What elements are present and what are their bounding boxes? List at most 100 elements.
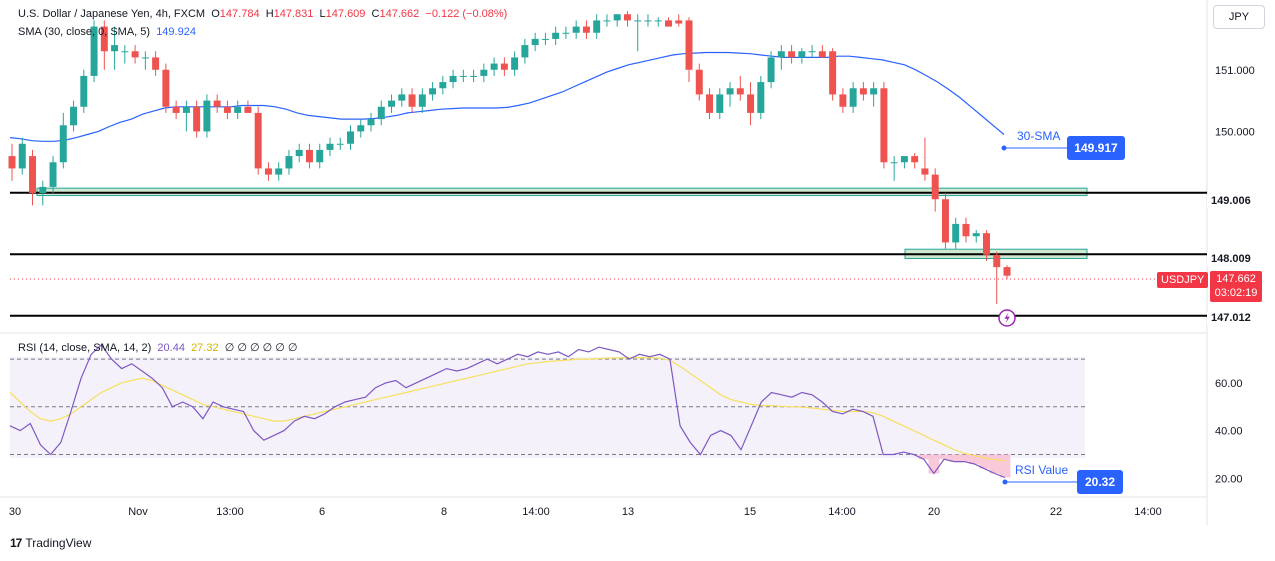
- rsi-axis-tick: 40.00: [1215, 426, 1243, 438]
- level-tag-148: 148.009: [1207, 251, 1255, 267]
- symbol-title[interactable]: U.S. Dollar / Japanese Yen, 4h, FXCM: [18, 8, 206, 20]
- countdown: 03:02:19: [1214, 287, 1258, 299]
- candle-body: [39, 186, 47, 194]
- candle-body: [952, 223, 960, 243]
- candle-body: [1003, 267, 1011, 276]
- candle-body: [8, 156, 16, 169]
- candle-body: [982, 233, 990, 255]
- low-label: L: [319, 8, 326, 20]
- candle-body: [706, 94, 714, 113]
- candle-body: [316, 149, 324, 163]
- candle-body: [716, 94, 724, 113]
- candle-body: [900, 156, 908, 163]
- rsi-legend-value: 20.44: [157, 342, 185, 354]
- change-value: −0.122 (−0.08%): [425, 8, 508, 20]
- symbol-tag: USDJPY: [1157, 272, 1209, 288]
- candle-body: [59, 125, 67, 163]
- candle-body: [593, 20, 601, 33]
- currency-button[interactable]: JPY: [1213, 5, 1265, 29]
- candle-body: [552, 32, 560, 39]
- rsi-ma-line: [9, 356, 1006, 462]
- candle-body: [808, 51, 816, 53]
- rsi-oversold-fill: [918, 454, 1011, 478]
- rsi-annotation-label: RSI Value: [1015, 463, 1069, 477]
- candle-body: [377, 106, 385, 120]
- sma-annotation-dot: [1001, 145, 1007, 151]
- candle-body: [295, 149, 303, 157]
- candle-body: [603, 20, 611, 22]
- sma-legend[interactable]: SMA (30, close, 0, SMA, 5) 149.924: [18, 26, 196, 38]
- candle-body: [418, 94, 426, 107]
- open-value: 147.784: [219, 8, 260, 20]
- candle-layer: [8, 11, 1011, 305]
- high-value: 147.831: [273, 8, 314, 20]
- time-axis-tick: Nov: [128, 506, 148, 518]
- candle-body: [223, 106, 231, 113]
- candle-body: [152, 57, 160, 70]
- candle-body: [121, 51, 129, 53]
- lightning-icon-bolt: [1004, 312, 1010, 324]
- candle-body: [582, 26, 590, 33]
- candle-body: [480, 69, 488, 76]
- candle-body: [326, 143, 334, 150]
- price-axis-tick: 151.000: [1215, 65, 1255, 77]
- candle-body: [777, 51, 785, 58]
- candle-body: [254, 112, 262, 169]
- candle-body: [839, 94, 847, 107]
- candle-body: [470, 75, 478, 77]
- candle-body: [531, 38, 539, 46]
- candle-body: [49, 162, 57, 187]
- axis-layer: 151.000 150.000 60.00 40.00 20.00 30 Nov 13:00 6…: [9, 65, 1255, 518]
- candle-body: [634, 20, 642, 22]
- candle-body: [347, 131, 354, 144]
- candle-body: [439, 82, 447, 89]
- candle-body: [644, 20, 652, 22]
- tradingview-brand[interactable]: 17 TradingView: [10, 536, 91, 550]
- rsi-axis-tick: 60.00: [1215, 378, 1243, 390]
- candle-body: [572, 26, 580, 33]
- time-axis-tick: 13: [622, 506, 634, 518]
- candle-body: [162, 69, 170, 107]
- candle-body: [736, 88, 744, 95]
- rsi-annotation-box: 20.32: [1077, 470, 1123, 494]
- candle-body: [90, 26, 98, 76]
- candle-body: [111, 45, 119, 52]
- candle-body: [675, 20, 683, 24]
- level-tag-149: 149.006: [1207, 193, 1255, 209]
- candle-body: [367, 119, 375, 126]
- candle-body: [654, 20, 662, 22]
- candle-body: [234, 106, 242, 113]
- candle-body: [665, 20, 672, 27]
- candle-body: [18, 143, 26, 169]
- time-axis-tick: 15: [744, 506, 756, 518]
- candle-body: [305, 149, 313, 163]
- low-value: 147.609: [325, 8, 366, 20]
- candle-body: [244, 106, 252, 113]
- candle-body: [264, 168, 272, 175]
- rsi-layer: [9, 343, 1085, 479]
- candle-body: [172, 106, 180, 113]
- candle-body: [962, 223, 970, 237]
- candle-body: [521, 45, 529, 58]
- level-tag-147: 147.012: [1207, 310, 1255, 326]
- candle-body: [941, 199, 949, 243]
- candle-body: [921, 168, 929, 175]
- candle-body: [788, 51, 796, 58]
- candle-body: [613, 14, 621, 21]
- candle-body: [429, 88, 437, 95]
- rsi-legend[interactable]: RSI (14, close, SMA, 14, 2) 20.44 27.32 …: [18, 341, 298, 354]
- candle-body: [80, 75, 88, 107]
- tradingview-name: TradingView: [25, 536, 92, 550]
- candle-body: [459, 75, 467, 77]
- candle-body: [29, 156, 37, 194]
- candle-body: [131, 51, 139, 58]
- candle-body: [726, 88, 734, 95]
- candle-body: [911, 156, 919, 163]
- candle-body: [747, 94, 755, 113]
- close-value: 147.662: [379, 8, 420, 20]
- candle-body: [100, 26, 108, 52]
- candle-body: [511, 57, 519, 70]
- rsi-ma-legend-value: 27.32: [191, 342, 219, 354]
- time-axis-tick: 20: [928, 506, 940, 518]
